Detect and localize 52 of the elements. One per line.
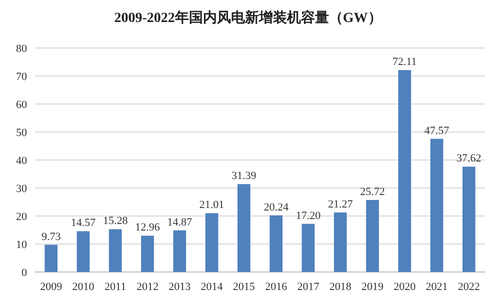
bar [270, 215, 282, 272]
x-tick-label: 2021 [426, 281, 448, 293]
y-tick-label: 50 [16, 127, 28, 139]
bar [302, 224, 315, 272]
y-tick-label: 40 [16, 155, 28, 167]
data-label: 20.24 [264, 201, 289, 214]
data-label: 17.20 [296, 210, 322, 222]
x-tick-label: 2016 [265, 281, 288, 293]
data-label: 21.01 [199, 199, 224, 212]
x-tick-label: 2014 [200, 281, 224, 293]
data-label: 14.57 [70, 217, 96, 230]
bar [76, 231, 90, 272]
y-tick-label: 30 [16, 183, 28, 195]
y-tick-label: 70 [16, 71, 28, 83]
x-tick-label: 2020 [394, 281, 416, 293]
data-label: 47.57 [424, 124, 450, 137]
data-label: 14.87 [167, 216, 193, 228]
data-label: 37.62 [456, 152, 482, 165]
x-tick-label: 2015 [232, 281, 256, 293]
data-label: 15.28 [102, 215, 128, 228]
x-tick-label: 2019 [362, 281, 384, 293]
data-label: 9.73 [41, 230, 62, 243]
y-tick-label: 0 [22, 267, 28, 279]
x-tick-label: 2009 [40, 281, 63, 293]
bar [44, 244, 58, 272]
bar [366, 200, 379, 272]
bar [398, 70, 412, 272]
bar [173, 230, 186, 272]
bar [108, 229, 122, 272]
x-tick-label: 2011 [104, 281, 126, 293]
x-tick-label: 2010 [72, 281, 95, 293]
y-tick-label: 80 [16, 43, 28, 55]
x-tick-label: 2018 [329, 281, 352, 293]
bar [334, 212, 347, 272]
bar [141, 236, 154, 272]
bar [205, 213, 218, 272]
data-label: 72.11 [392, 56, 417, 68]
chart-title: 2009-2022年国内风电新增装机容量（GW） [114, 9, 382, 26]
x-tick-label: 2013 [168, 281, 192, 293]
data-label: 21.27 [328, 198, 354, 210]
data-label: 31.39 [232, 170, 257, 182]
bar [430, 138, 444, 272]
y-tick-label: 10 [16, 239, 28, 251]
x-tick-label: 2012 [136, 281, 158, 293]
data-label: 25.72 [360, 186, 385, 198]
y-tick-label: 20 [16, 211, 28, 223]
x-tick-label: 2017 [297, 281, 320, 293]
bar [462, 166, 476, 272]
x-tick-label: 2022 [458, 281, 480, 293]
bar [238, 184, 250, 272]
data-label: 12.96 [135, 222, 160, 234]
y-tick-label: 60 [16, 99, 28, 111]
